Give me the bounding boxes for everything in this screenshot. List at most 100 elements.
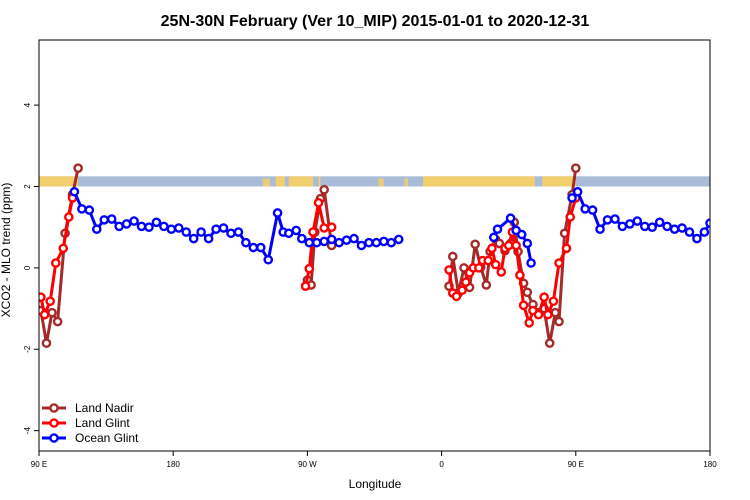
chart-title: 25N-30N February (Ver 10_MIP) 2015-01-01…: [161, 13, 590, 30]
data-point: [181, 227, 192, 237]
data-point: [58, 243, 69, 254]
data-point: [218, 223, 229, 233]
data-point: [515, 270, 525, 281]
data-point: [587, 205, 598, 215]
data-point: [496, 267, 507, 277]
data-point: [544, 338, 555, 348]
data-point: [490, 259, 501, 270]
band-land: [516, 178, 520, 187]
plot-frame: [38, 39, 711, 452]
data-point: [39, 309, 50, 320]
data-point: [492, 224, 503, 235]
data-point: [444, 265, 454, 275]
data-point: [311, 237, 322, 248]
series-layer: [39, 163, 710, 348]
data-point: [595, 224, 605, 235]
band-ocean: [39, 176, 710, 187]
data-point: [580, 204, 590, 214]
x-tick-label: 0: [439, 460, 444, 469]
data-point: [647, 222, 658, 232]
data-point: [447, 251, 458, 262]
band-land: [422, 176, 535, 187]
data-point: [470, 239, 480, 250]
data-point: [136, 221, 147, 232]
y-tick-label: 2: [23, 184, 32, 189]
legend-swatch-marker: [49, 418, 59, 428]
band-land: [262, 178, 271, 187]
data-point: [364, 237, 374, 248]
data-point: [144, 222, 154, 232]
data-point: [166, 224, 177, 235]
data-point: [173, 223, 184, 233]
data-point: [561, 243, 572, 254]
y-tick-label: -4: [23, 427, 32, 435]
data-point: [319, 184, 329, 195]
series-land-glint: [39, 193, 581, 328]
data-point: [494, 238, 505, 249]
data-point: [84, 205, 95, 215]
data-point: [677, 223, 687, 233]
data-point: [567, 193, 577, 203]
data-point: [371, 237, 382, 248]
x-tick-label: 180: [703, 460, 717, 469]
data-point: [474, 263, 484, 273]
band-land: [404, 178, 409, 187]
data-point: [548, 296, 559, 307]
data-point: [297, 233, 307, 244]
legend-swatch-marker: [49, 403, 59, 413]
data-point: [313, 197, 324, 208]
data-point: [522, 238, 533, 249]
data-point: [300, 281, 311, 291]
data-point: [524, 318, 535, 328]
data-point: [341, 235, 352, 246]
band-land: [501, 178, 505, 187]
data-point: [121, 219, 132, 229]
data-point: [64, 212, 74, 222]
band-land: [318, 176, 321, 187]
y-axis-label: XCO2 - MLO trend (ppm): [0, 183, 13, 318]
data-point: [77, 204, 87, 214]
legend-item-land-nadir: Land Nadir: [42, 401, 134, 415]
y-tick-label: 0: [23, 265, 32, 270]
data-point: [522, 287, 533, 298]
band-land: [39, 176, 73, 187]
data-point: [41, 338, 52, 348]
y-axis: -4 -2 0 2 4: [23, 102, 39, 434]
data-point: [334, 237, 344, 248]
data-point: [554, 316, 564, 327]
data-point: [483, 255, 493, 266]
x-tick-label: 90 E: [568, 460, 584, 469]
data-point: [91, 224, 102, 235]
data-point: [106, 214, 117, 224]
data-point: [304, 263, 315, 274]
data-point: [457, 285, 467, 296]
data-point: [129, 216, 139, 226]
data-point: [488, 232, 499, 243]
data-point: [451, 291, 462, 302]
data-point: [272, 208, 283, 218]
x-axis-label: Longitude: [349, 477, 402, 491]
data-point: [459, 263, 469, 273]
data-point: [283, 228, 294, 239]
data-point: [319, 223, 329, 233]
data-point: [349, 233, 359, 244]
data-point: [684, 227, 695, 237]
data-point: [326, 222, 337, 232]
data-point: [159, 221, 169, 232]
data-point: [47, 307, 57, 318]
data-point: [571, 163, 581, 173]
data-point: [550, 307, 561, 318]
data-point: [533, 309, 544, 320]
legend-label: Land Nadir: [75, 401, 134, 415]
data-point: [393, 234, 404, 245]
data-point: [52, 316, 63, 327]
data-point: [526, 258, 536, 268]
x-tick-label: 90 E: [31, 460, 47, 469]
data-point: [326, 234, 337, 245]
data-point: [69, 186, 80, 197]
data-point: [692, 233, 702, 244]
data-point: [632, 216, 643, 226]
data-point: [203, 233, 214, 244]
